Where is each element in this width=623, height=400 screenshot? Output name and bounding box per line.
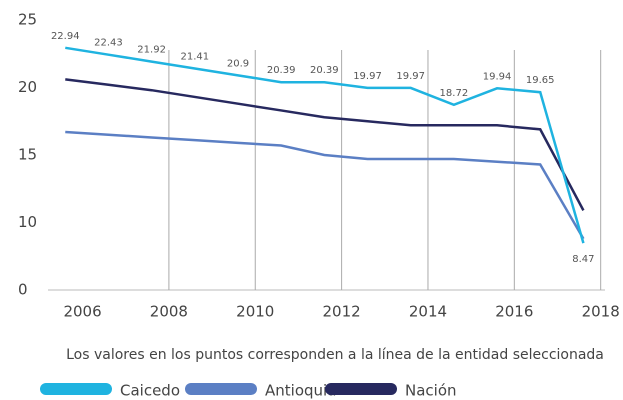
series-line: [65, 130, 585, 240]
x-tick-label: 2012: [323, 303, 361, 321]
value-label: 20.9: [227, 58, 249, 69]
x-tick-label: 2016: [495, 303, 533, 321]
y-tick-label: 25: [18, 11, 37, 29]
value-label: 21.92: [137, 45, 166, 56]
value-label: 19.97: [396, 71, 425, 82]
annotation: Los valores en los puntos corresponden a…: [66, 347, 604, 363]
value-label: 19.94: [483, 71, 512, 82]
series-line: [65, 46, 585, 244]
value-label: 20.39: [267, 65, 296, 76]
value-label: 8.47: [572, 254, 594, 265]
y-tick-label: 0: [18, 281, 28, 299]
value-label: 19.97: [353, 71, 382, 82]
value-label: 18.72: [440, 88, 469, 99]
value-label: 22.43: [94, 38, 123, 49]
legend-label: Caicedo: [120, 382, 180, 400]
x-tick-label: 2008: [150, 303, 188, 321]
legend-swatch: [185, 383, 257, 395]
y-tick-label: 10: [18, 213, 37, 231]
value-label: 19.65: [526, 75, 555, 86]
y-tick-label: 20: [18, 78, 37, 96]
legend-swatch: [325, 383, 397, 395]
series-line: [65, 78, 585, 211]
legend-swatch: [40, 383, 112, 395]
x-tick-label: 2018: [582, 303, 620, 321]
legend-label: Antioquia: [265, 382, 336, 400]
value-label: 22.94: [51, 31, 80, 42]
legend-label: Nación: [405, 382, 457, 400]
y-tick-label: 15: [18, 146, 37, 164]
value-label: 21.41: [180, 51, 209, 62]
value-label: 20.39: [310, 65, 339, 76]
x-tick-label: 2014: [409, 303, 447, 321]
x-tick-label: 2010: [236, 303, 274, 321]
x-tick-label: 2006: [63, 303, 101, 321]
